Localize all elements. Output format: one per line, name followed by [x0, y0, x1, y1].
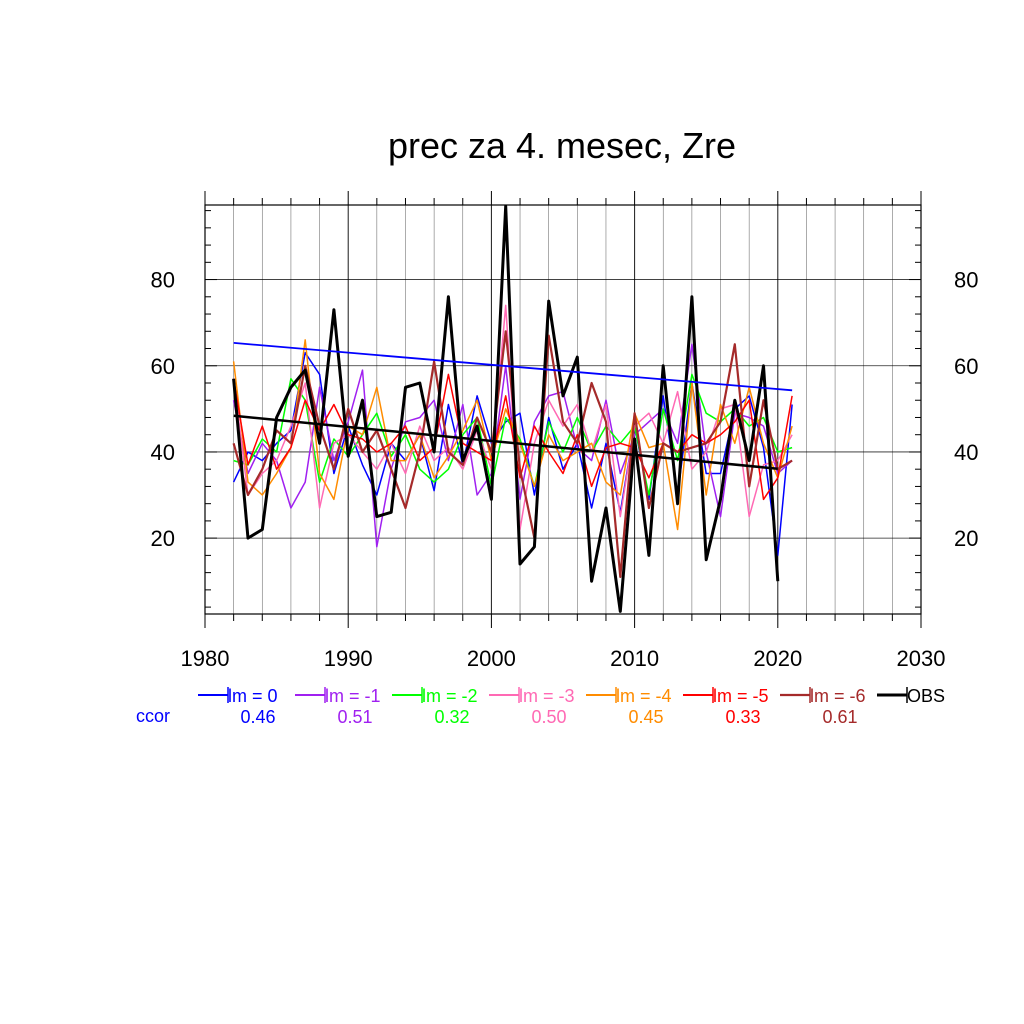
legend-ccor-value: 0.32 [434, 707, 469, 727]
y-tick-label-right: 60 [954, 354, 978, 379]
y-tick-label-left: 20 [151, 526, 175, 551]
legend-label: lm = -5 [713, 686, 769, 706]
legend-ccor-value: 0.61 [822, 707, 857, 727]
y-tick-label-left: 40 [151, 440, 175, 465]
y-tick-label-right: 80 [954, 268, 978, 293]
x-tick-label: 2030 [897, 646, 946, 671]
y-tick-label-left: 60 [151, 354, 175, 379]
ccor-label: ccor [136, 706, 170, 726]
legend-ccor-value: 0.46 [240, 707, 275, 727]
trend-line-1 [233, 414, 778, 471]
y-tick-label-left: 80 [151, 268, 175, 293]
legend-label: lm = -4 [616, 686, 672, 706]
trend-line-0 [233, 342, 793, 392]
legend-label: lm = -2 [422, 686, 478, 706]
legend-ccor-value: 0.33 [725, 707, 760, 727]
y-tick-label-right: 20 [954, 526, 978, 551]
plot-frame [204, 204, 922, 615]
x-tick-label: 1980 [181, 646, 230, 671]
series-line-7 [232, 204, 780, 613]
legend-label: lm = 0 [228, 686, 278, 706]
legend-ccor-value: 0.51 [337, 707, 372, 727]
x-tick-label: 2020 [753, 646, 802, 671]
x-tick-label: 2010 [610, 646, 659, 671]
x-tick-label: 2000 [467, 646, 516, 671]
chart-title: prec za 4. mesec, Zre [388, 125, 736, 166]
legend-label: lm = -6 [810, 686, 866, 706]
legend-label: lm = -3 [519, 686, 575, 706]
legend: ccor lm = 00.46 lm = -10.51 lm = -20.32 lm =… [136, 686, 945, 727]
legend-ccor-value: 0.50 [531, 707, 566, 727]
y-tick-label-right: 40 [954, 440, 978, 465]
legend-label: OBS [907, 686, 945, 706]
legend-ccor-value: 0.45 [628, 707, 663, 727]
x-tick-label: 1990 [324, 646, 373, 671]
legend-label: lm = -1 [325, 686, 381, 706]
